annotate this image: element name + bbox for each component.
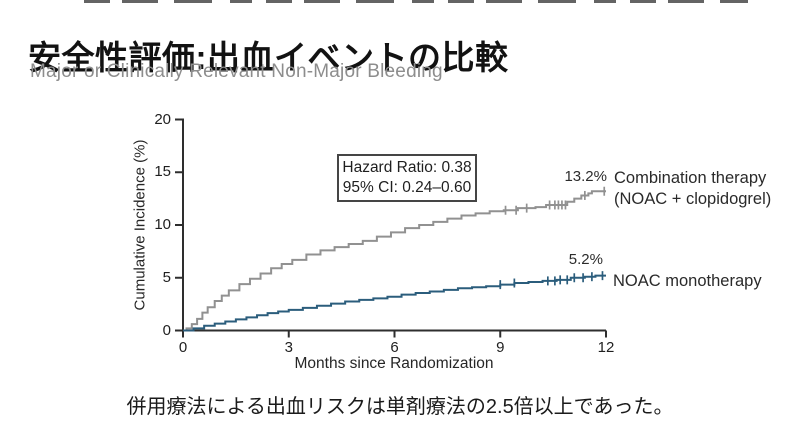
x-axis-title: Months since Randomization xyxy=(294,355,494,372)
legend-combination-therapy: Combination therapy (NOAC + clopidogrel) xyxy=(614,168,771,210)
x-tick-label: 0 xyxy=(178,339,188,356)
legend-monotherapy-line1: NOAC monotherapy xyxy=(613,272,762,290)
conclusion-text: 併用療法による出血リスクは単剤療法の2.5倍以上であった。 xyxy=(126,396,674,418)
hazard-ratio-annotation: Hazard Ratio: 0.38 95% CI: 0.24–0.60 xyxy=(337,154,477,202)
hazard-ratio-text: Hazard Ratio: 0.38 xyxy=(342,159,472,176)
axes xyxy=(182,118,606,332)
y-tick-label: 15 xyxy=(154,163,171,181)
page-subtitle: Major or Clinically Relevant Non-Major B… xyxy=(30,61,443,82)
monotherapy-end-value-label: 5.2% xyxy=(568,251,603,268)
y-axis-title: Cumulative Incidence (%) xyxy=(131,139,149,311)
km-chart: Cumulative Incidence (%) Months since Ra… xyxy=(131,110,772,373)
y-tick-label: 5 xyxy=(162,268,171,286)
y-tick-label: 20 xyxy=(154,110,171,128)
legend-noac-monotherapy: NOAC monotherapy xyxy=(613,271,762,292)
top-cropped-text-artifact xyxy=(84,0,748,3)
x-tick-label: 6 xyxy=(390,339,399,356)
km-chart-canvas xyxy=(175,118,607,338)
x-tick-label: 3 xyxy=(284,339,293,356)
y-tick-label: 10 xyxy=(154,216,171,233)
legend-combination-line2: (NOAC + clopidogrel) xyxy=(614,190,772,208)
combination-end-value-label: 13.2% xyxy=(564,168,607,185)
page-title: 安全性評価:出血イベントの比較 xyxy=(28,39,509,77)
km-curve-combination xyxy=(183,190,606,332)
x-tick-label: 12 xyxy=(597,339,615,356)
y-tick-label: 0 xyxy=(162,321,171,339)
legend-combination-line1: Combination therapy xyxy=(614,169,767,187)
confidence-interval-text: 95% CI: 0.24–0.60 xyxy=(342,178,472,196)
x-tick-label: 9 xyxy=(496,339,505,356)
km-curve-monotherapy xyxy=(183,274,606,332)
